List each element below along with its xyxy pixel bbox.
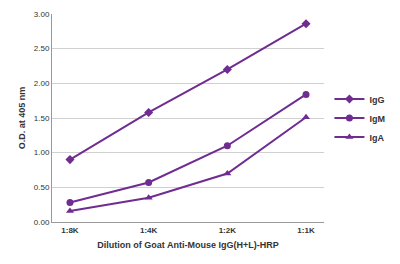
svg-text:1:4K: 1:4K <box>140 226 158 235</box>
svg-text:1:2K: 1:2K <box>219 226 237 235</box>
svg-text:O.D. at 405 nm: O.D. at 405 nm <box>17 87 27 150</box>
svg-text:1.50: 1.50 <box>34 114 50 123</box>
svg-text:0.50: 0.50 <box>34 183 50 192</box>
svg-text:IgG: IgG <box>369 95 384 105</box>
svg-text:2.00: 2.00 <box>34 79 50 88</box>
svg-text:IgA: IgA <box>369 133 384 143</box>
svg-text:1:8K: 1:8K <box>61 226 79 235</box>
svg-text:3.00: 3.00 <box>34 10 50 19</box>
svg-text:2.50: 2.50 <box>34 44 50 53</box>
svg-text:0.00: 0.00 <box>34 218 50 227</box>
svg-text:1:1K: 1:1K <box>297 226 315 235</box>
svg-text:Dilution of Goat Anti-Mouse Ig: Dilution of Goat Anti-Mouse IgG(H+L)-HRP <box>97 240 278 250</box>
svg-text:1.00: 1.00 <box>34 148 50 157</box>
svg-text:IgM: IgM <box>369 114 385 124</box>
